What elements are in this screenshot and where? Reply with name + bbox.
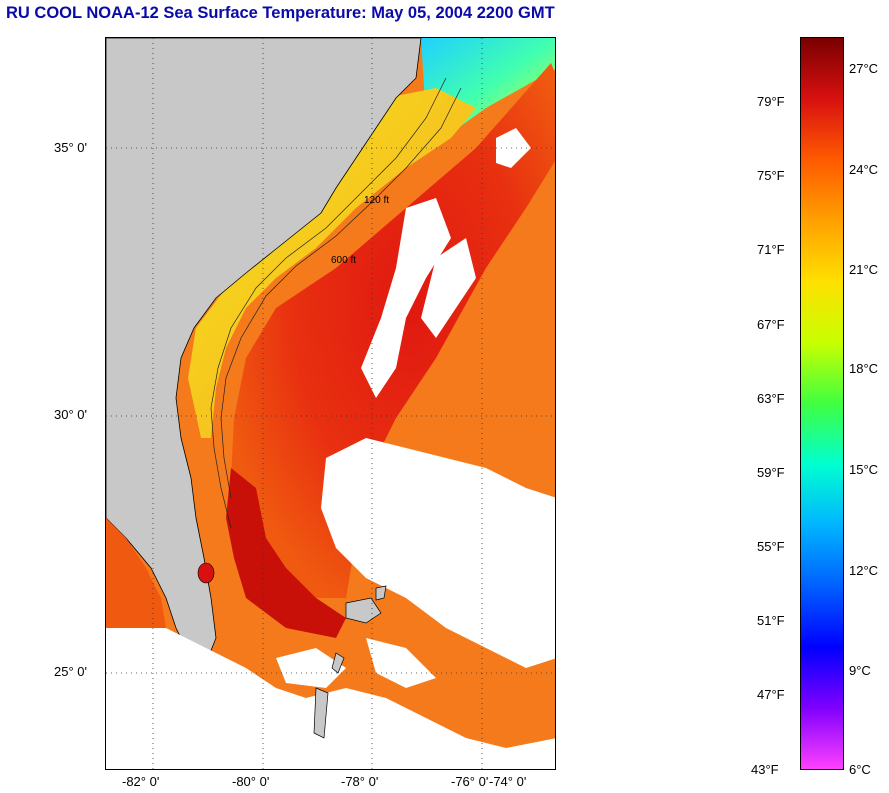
florida-current [226, 468, 346, 638]
gulf-of-mexico [106, 518, 166, 638]
colorbar-c-18: 18°C [849, 361, 879, 376]
colorbar-f-59: 59°F [757, 465, 785, 480]
colorbar-f-51: 51°F [757, 613, 785, 628]
colorbar-c-12: 12°C [849, 563, 879, 578]
colorbar-f-43: 43°F [751, 762, 779, 777]
colorbar-f-47: 47°F [757, 687, 785, 702]
colorbar-c-15: 15°C [849, 462, 879, 477]
colorbar-c-6: 6°C [849, 762, 871, 777]
colorbar-f-75: 75°F [757, 168, 785, 183]
contour-label-120: 120 ft [364, 195, 389, 206]
contour-label-600: 600 ft [331, 255, 356, 266]
lon-label-78: -78° 0' [341, 774, 379, 789]
temperature-colorbar [800, 37, 844, 770]
colorbar-f-63: 63°F [757, 391, 785, 406]
lon-label-74: -74° 0' [489, 774, 527, 789]
lon-label-80: -80° 0' [232, 774, 270, 789]
land-mainland [106, 38, 422, 664]
lon-label-76: -76° 0' [451, 774, 489, 789]
colorbar-c-21: 21°C [849, 262, 879, 277]
page-title: RU COOL NOAA-12 Sea Surface Temperature:… [6, 4, 555, 22]
lat-label-25: 25° 0' [54, 664, 87, 679]
depth-contours [210, 77, 462, 529]
lake-okeechobee [197, 562, 215, 584]
colorbar-c-9: 9°C [849, 663, 871, 678]
sst-map[interactable]: 120 ft 600 ft [105, 37, 556, 770]
lon-label-82: -82° 0' [122, 774, 160, 789]
colorbar-f-67: 67°F [757, 317, 785, 332]
colorbar-f-55: 55°F [757, 539, 785, 554]
colorbar-c-27: 27°C [849, 61, 879, 76]
cloud-cover [106, 128, 555, 769]
graticule [106, 38, 555, 769]
lat-label-35: 35° 0' [54, 140, 87, 155]
colorbar-c-24: 24°C [849, 162, 879, 177]
colorbar-f-71: 71°F [757, 242, 785, 257]
bahamas-islands [313, 585, 387, 739]
lat-label-30: 30° 0' [54, 407, 87, 422]
sst-map-canvas: 120 ft 600 ft [106, 38, 555, 769]
colorbar-f-79: 79°F [757, 94, 785, 109]
